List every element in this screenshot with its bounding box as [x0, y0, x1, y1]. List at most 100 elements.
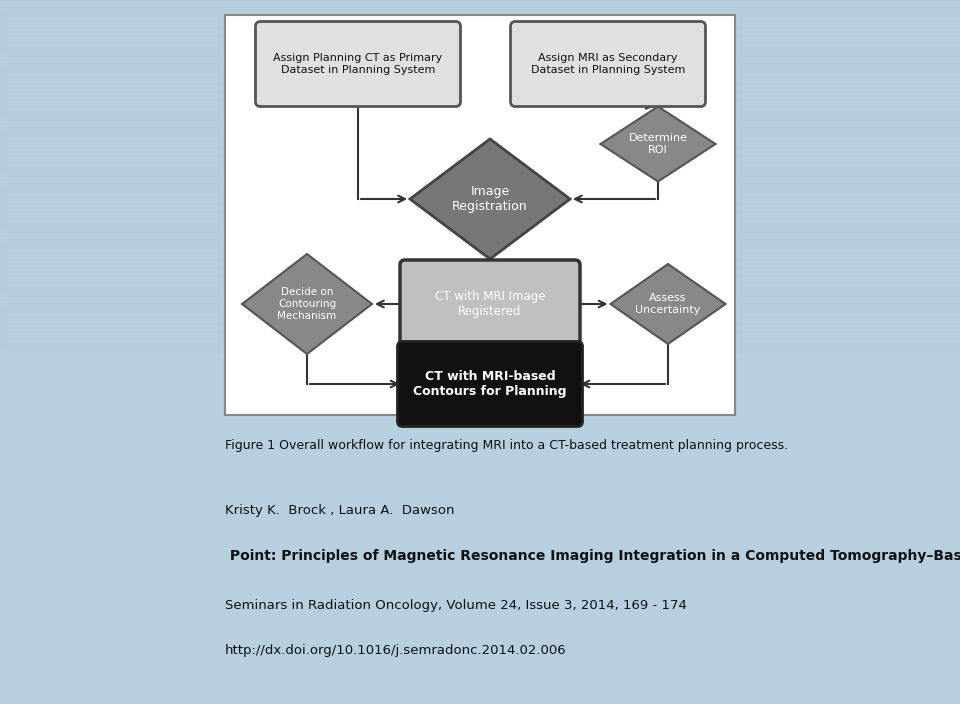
- Bar: [0, 556, 960, 563]
- Bar: [0, 127, 960, 134]
- Bar: [0, 429, 960, 436]
- Bar: [0, 408, 960, 415]
- Bar: [0, 268, 960, 275]
- Bar: [0, 500, 960, 507]
- Bar: [0, 317, 960, 324]
- Bar: [0, 641, 960, 648]
- Bar: [0, 106, 960, 113]
- Bar: [0, 655, 960, 662]
- Bar: [0, 690, 960, 697]
- FancyBboxPatch shape: [397, 341, 583, 427]
- Bar: [0, 289, 960, 296]
- Bar: [0, 84, 960, 92]
- Bar: [0, 563, 960, 570]
- Text: Assign Planning CT as Primary
Dataset in Planning System: Assign Planning CT as Primary Dataset in…: [274, 54, 443, 75]
- Polygon shape: [601, 106, 715, 182]
- Bar: [0, 239, 960, 246]
- Text: Determine
ROI: Determine ROI: [629, 133, 687, 155]
- Bar: [0, 591, 960, 598]
- Bar: [0, 479, 960, 486]
- Bar: [0, 134, 960, 141]
- Polygon shape: [242, 254, 372, 354]
- Bar: [0, 21, 960, 28]
- Bar: [0, 211, 960, 218]
- FancyBboxPatch shape: [511, 22, 706, 106]
- Text: Figure 1 Overall workflow for integrating MRI into a CT-based treatment planning: Figure 1 Overall workflow for integratin…: [225, 439, 788, 452]
- Text: Decide on
Contouring
Mechanism: Decide on Contouring Mechanism: [277, 287, 337, 320]
- Bar: [0, 444, 960, 451]
- Text: Kristy K.  Brock , Laura A.  Dawson: Kristy K. Brock , Laura A. Dawson: [225, 504, 454, 517]
- Bar: [0, 49, 960, 56]
- Bar: [0, 275, 960, 282]
- Bar: [0, 662, 960, 669]
- Bar: [0, 605, 960, 612]
- Bar: [0, 366, 960, 373]
- Bar: [0, 634, 960, 641]
- Bar: [0, 70, 960, 77]
- Bar: [0, 380, 960, 387]
- Bar: [0, 14, 960, 21]
- Bar: [0, 331, 960, 338]
- Bar: [0, 528, 960, 535]
- Bar: [0, 0, 960, 7]
- Bar: [0, 260, 960, 268]
- Bar: [0, 92, 960, 99]
- Bar: [0, 77, 960, 84]
- Bar: [0, 577, 960, 584]
- Bar: [0, 394, 960, 401]
- Bar: [0, 697, 960, 704]
- Bar: [0, 359, 960, 366]
- Bar: [0, 253, 960, 260]
- Bar: [0, 141, 960, 148]
- Bar: [0, 373, 960, 380]
- Bar: [0, 99, 960, 106]
- Bar: [0, 338, 960, 345]
- Bar: [0, 415, 960, 422]
- Bar: [0, 204, 960, 211]
- Bar: [0, 56, 960, 63]
- Bar: [0, 598, 960, 605]
- Bar: [0, 28, 960, 35]
- Bar: [0, 676, 960, 683]
- Polygon shape: [611, 264, 726, 344]
- Text: Assign MRI as Secondary
Dataset in Planning System: Assign MRI as Secondary Dataset in Plann…: [531, 54, 685, 75]
- Bar: [0, 232, 960, 239]
- Bar: [0, 176, 960, 183]
- Bar: [0, 451, 960, 458]
- Bar: [0, 296, 960, 303]
- Bar: [0, 422, 960, 429]
- Bar: [0, 514, 960, 521]
- Bar: [0, 472, 960, 479]
- Bar: [0, 190, 960, 197]
- Bar: [0, 570, 960, 577]
- Bar: [225, 15, 735, 415]
- Bar: [0, 620, 960, 627]
- Bar: [0, 7, 960, 14]
- Text: Assess
Uncertainty: Assess Uncertainty: [636, 293, 701, 315]
- Bar: [0, 42, 960, 49]
- Bar: [0, 387, 960, 394]
- Bar: [0, 183, 960, 190]
- Bar: [0, 197, 960, 204]
- Bar: [0, 549, 960, 556]
- Bar: [0, 542, 960, 549]
- Bar: [0, 401, 960, 408]
- Bar: [0, 521, 960, 528]
- Bar: [0, 648, 960, 655]
- Text: Point: Principles of Magnetic Resonance Imaging Integration in a Computed Tomogr: Point: Principles of Magnetic Resonance …: [225, 549, 960, 563]
- Bar: [0, 324, 960, 331]
- Bar: [0, 612, 960, 620]
- Bar: [0, 352, 960, 359]
- Bar: [0, 310, 960, 317]
- Bar: [0, 507, 960, 514]
- FancyBboxPatch shape: [400, 260, 580, 348]
- Bar: [0, 683, 960, 690]
- Text: CT with MRI Image
Registered: CT with MRI Image Registered: [435, 290, 545, 318]
- Bar: [0, 458, 960, 465]
- Bar: [0, 35, 960, 42]
- Text: CT with MRI-based
Contours for Planning: CT with MRI-based Contours for Planning: [413, 370, 566, 398]
- Bar: [0, 162, 960, 169]
- Bar: [0, 148, 960, 155]
- Bar: [0, 345, 960, 352]
- Polygon shape: [410, 139, 570, 259]
